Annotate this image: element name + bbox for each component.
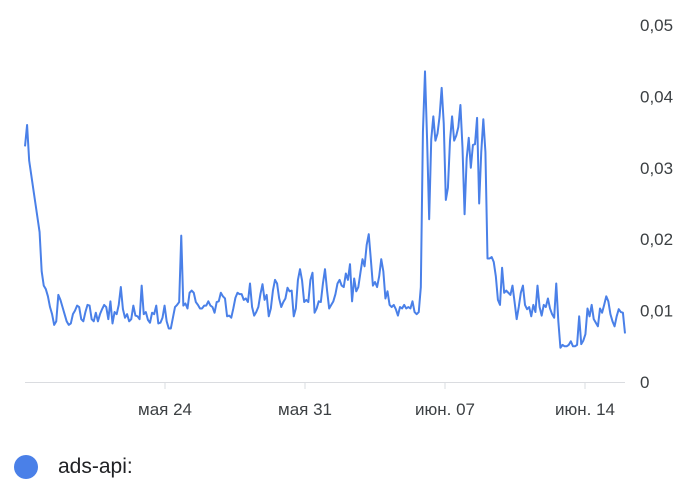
line-chart: 0,05 0,04 0,03 0,02 0,01 0 мая 24 мая 31 июн. 0… bbox=[24, 16, 673, 419]
y-axis-tick-labels: 0,05 0,04 0,03 0,02 0,01 0 bbox=[640, 16, 673, 392]
x-axis-tick-labels: мая 24 мая 31 июн. 07 июн. 14 bbox=[138, 400, 615, 419]
y-tick-label: 0 bbox=[640, 373, 649, 392]
y-tick-label: 0,04 bbox=[640, 87, 673, 106]
y-tick-label: 0,02 bbox=[640, 230, 673, 249]
x-tick-label: июн. 07 bbox=[415, 400, 475, 419]
x-tick-label: мая 31 bbox=[278, 400, 332, 419]
y-tick-label: 0,05 bbox=[640, 16, 673, 35]
legend: ads-api: bbox=[14, 452, 133, 482]
x-tick-label: июн. 14 bbox=[555, 400, 615, 419]
y-tick-label: 0,01 bbox=[640, 302, 673, 321]
legend-label-ads-api: ads-api: bbox=[58, 455, 133, 478]
series-layer bbox=[24, 70, 626, 349]
x-axis-ticks bbox=[164, 382, 586, 389]
x-tick-label: мая 24 bbox=[138, 400, 192, 419]
series-line-ads-api bbox=[24, 70, 626, 349]
legend-swatch-ads-api bbox=[14, 455, 38, 479]
y-tick-label: 0,03 bbox=[640, 159, 673, 178]
